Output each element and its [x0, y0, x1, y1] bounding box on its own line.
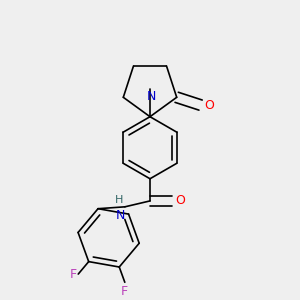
Text: F: F — [121, 285, 128, 298]
Text: N: N — [147, 90, 156, 103]
Text: F: F — [70, 268, 77, 281]
Text: O: O — [204, 99, 214, 112]
Text: O: O — [175, 194, 185, 207]
Text: H: H — [115, 195, 123, 205]
Text: N: N — [116, 209, 125, 222]
